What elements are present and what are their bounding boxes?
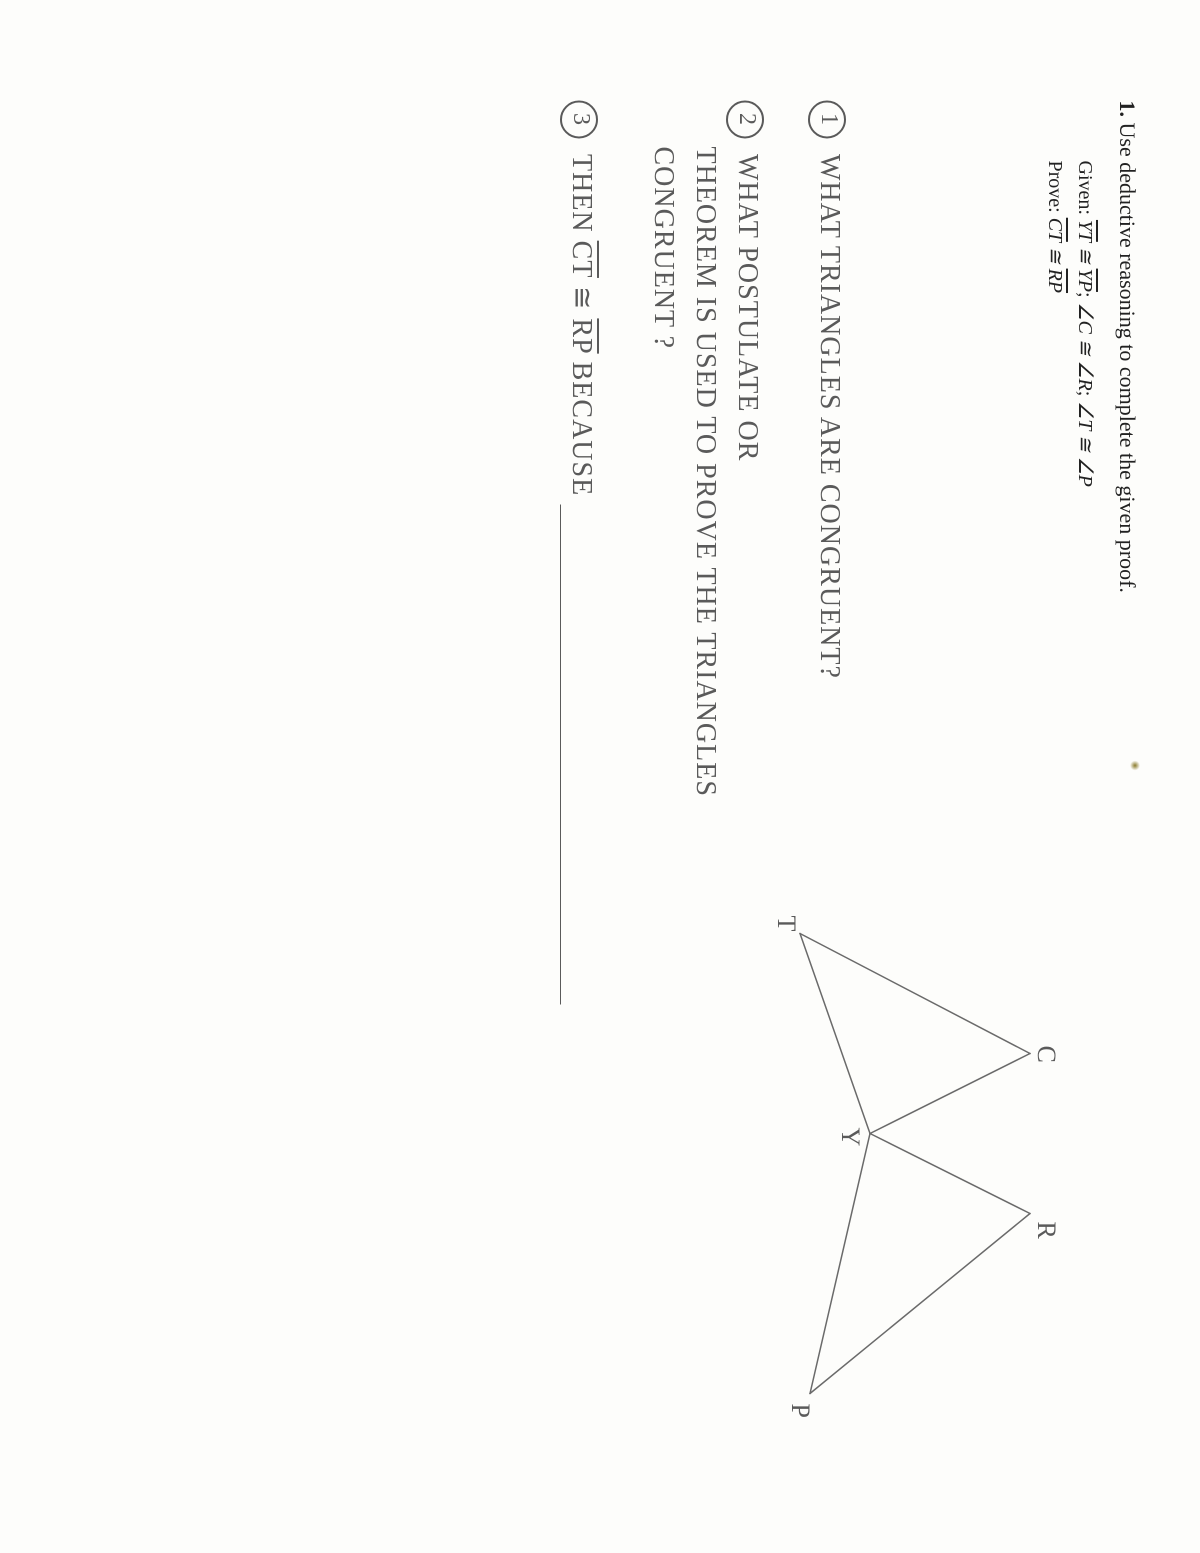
problem-prompt: 1. Use deductive reasoning to complete t…: [1114, 100, 1140, 1473]
prove-cong: ≅: [1044, 241, 1066, 268]
q2-line1: WHAT POSTULATE OR: [732, 154, 763, 461]
svg-text:R: R: [1032, 1221, 1060, 1239]
angle-sym-3: ∠: [1074, 401, 1096, 419]
cong-1: ≅: [1074, 241, 1096, 268]
worksheet-page: 1. Use deductive reasoning to complete t…: [0, 0, 1200, 1553]
figure-lines: [800, 933, 1030, 1393]
angle-T: T: [1074, 419, 1096, 430]
cong-3: ≅: [1074, 429, 1096, 456]
q1-number: 1: [808, 100, 846, 138]
angle-R: R: [1074, 378, 1096, 390]
triangle-figure: C R Y T P: [760, 913, 1060, 1433]
problem-number: 1.: [1115, 100, 1140, 117]
svg-text:P: P: [786, 1403, 815, 1417]
angle-sym-2: ∠: [1074, 360, 1096, 378]
angle-C: C: [1074, 320, 1096, 333]
figure-labels: C R Y T P: [772, 915, 1060, 1417]
q3-number: 3: [560, 100, 598, 138]
svg-text:C: C: [1032, 1045, 1060, 1062]
question-3: 3 THEN CT ≅ RP BECAUSE: [560, 100, 602, 1473]
q2-number: 2: [726, 100, 764, 138]
q3-cong: ≅: [566, 285, 597, 317]
angle-sym-4: ∠: [1074, 456, 1096, 474]
given-label: Given:: [1074, 160, 1096, 214]
q2-line3: CONGRUENT ?: [642, 146, 684, 349]
seg-CT: CT: [1044, 217, 1066, 241]
q3-suffix: BECAUSE: [566, 361, 597, 504]
question-2: 2 WHAT POSTULATE OR THEOREM IS USED TO P…: [642, 100, 768, 1473]
seg-YP: YP: [1074, 268, 1096, 291]
sep-1: ;: [1074, 291, 1096, 302]
seg-RP: RP: [1044, 268, 1066, 292]
q3-seg-RP: RP: [566, 318, 597, 353]
angle-sym-1: ∠: [1074, 302, 1096, 320]
given-line: Given: YT ≅ YP; ∠C ≅ ∠R; ∠T ≅ ∠P: [1070, 160, 1100, 1473]
q2-line2: THEOREM IS USED TO PROVE THE TRIANGLES: [684, 146, 726, 796]
seg-YT: YT: [1074, 219, 1096, 241]
sep-2: ;: [1074, 390, 1096, 401]
angle-P: P: [1074, 474, 1096, 486]
figure-svg: C R Y T P: [760, 913, 1060, 1433]
q3-seg-CT: CT: [566, 240, 597, 277]
q3-blank: [560, 504, 592, 1004]
cong-2: ≅: [1074, 333, 1096, 360]
q3-prefix: THEN: [566, 154, 597, 241]
paper-smudge: [1130, 760, 1140, 770]
svg-text:Y: Y: [836, 1127, 865, 1146]
prove-label: Prove:: [1044, 160, 1066, 212]
prompt-text: Use deductive reasoning to complete the …: [1115, 122, 1140, 592]
svg-text:T: T: [772, 915, 801, 931]
q1-text: WHAT TRIANGLES ARE CONGRUENT?: [814, 154, 845, 679]
